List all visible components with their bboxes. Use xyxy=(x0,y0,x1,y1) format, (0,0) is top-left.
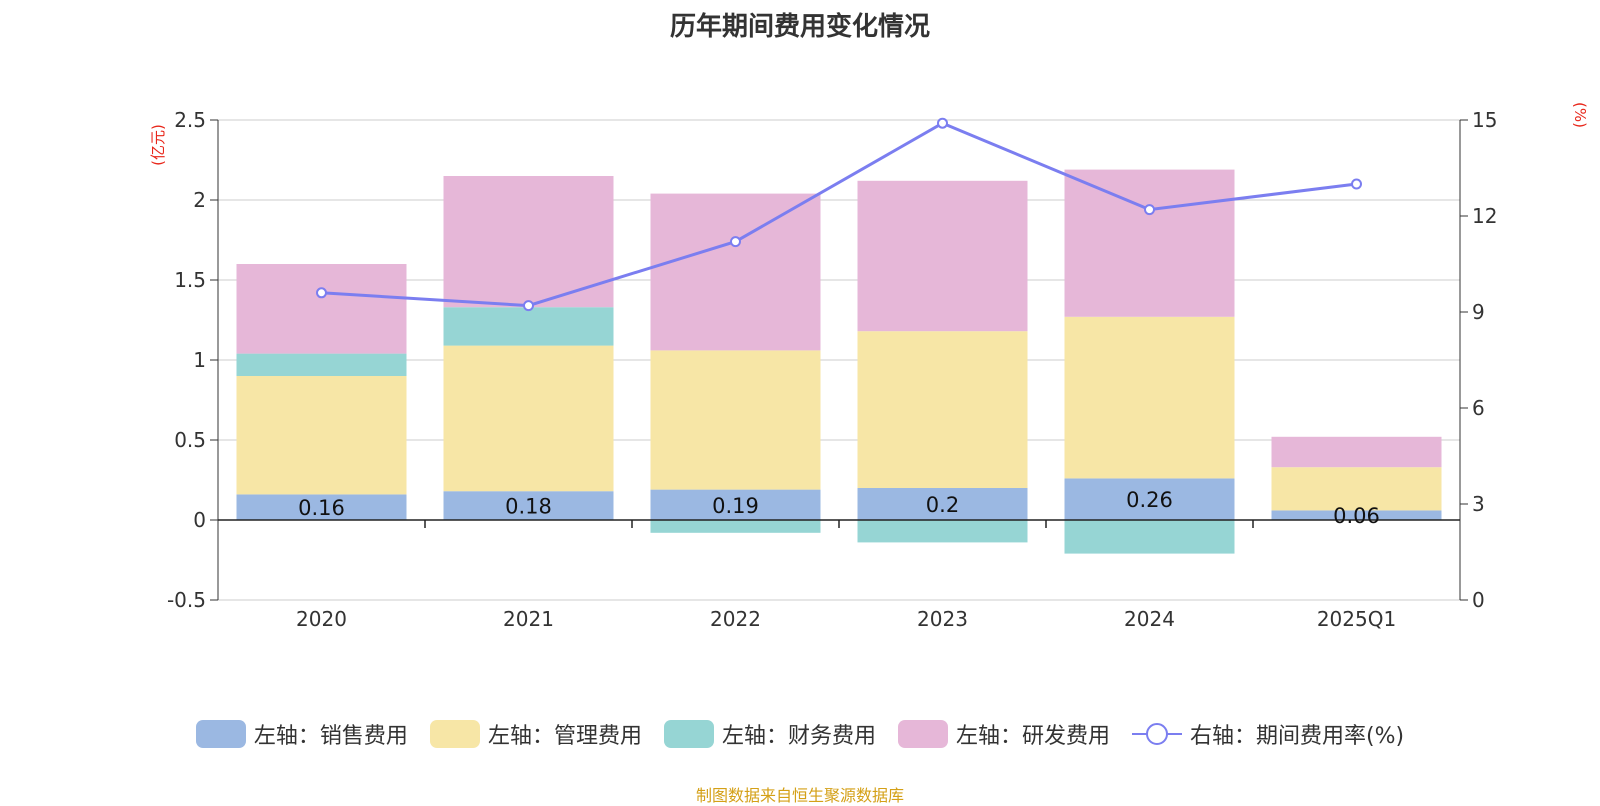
bar-segment xyxy=(857,180,1028,332)
expense-rate-point xyxy=(523,300,534,312)
bar-segment xyxy=(650,520,821,533)
left-axis-tick-label: 1.5 xyxy=(174,268,206,292)
bar-data-label: 0.16 xyxy=(298,496,345,520)
legend-label-rd: 左轴：研发费用 xyxy=(955,724,1110,749)
bar-segment xyxy=(236,353,407,376)
legend-swatch-admin xyxy=(429,720,480,748)
bar-segment xyxy=(1064,478,1235,520)
legend-swatch-rd xyxy=(897,720,948,748)
bar-data-label: 0.26 xyxy=(1126,488,1173,512)
left-axis-tick-label: 2 xyxy=(193,188,206,212)
legend-swatch-sales xyxy=(195,720,246,748)
right-axis-tick-label: 3 xyxy=(1472,492,1485,516)
bar-segment xyxy=(443,176,614,308)
left-axis-tick-label: 2.5 xyxy=(174,108,206,132)
right-axis-tick-label: 6 xyxy=(1472,396,1485,420)
bar-segment xyxy=(1064,316,1235,479)
expense-rate-point xyxy=(1351,178,1362,190)
bar-segment xyxy=(1271,436,1442,468)
right-axis-tick-label: 0 xyxy=(1472,588,1485,612)
legend-item-expense-rate[interactable]: 右轴：期间费用率(%) xyxy=(1131,718,1405,750)
expense-rate-line xyxy=(321,121,1357,308)
x-axis-tick-label: 2021 xyxy=(503,607,554,631)
chart-title: 历年期间费用变化情况 xyxy=(669,12,930,42)
bar-segment xyxy=(650,350,821,490)
right-axis-unit: (%) xyxy=(1571,102,1589,128)
x-axis-tick-label: 2025Q1 xyxy=(1317,607,1396,631)
left-axis-tick-label: 0.5 xyxy=(174,428,206,452)
x-axis-tick-label: 2020 xyxy=(296,607,347,631)
expense-rate-point xyxy=(730,236,741,248)
right-axis-tick-label: 12 xyxy=(1472,204,1497,228)
bar-segment xyxy=(1064,169,1235,317)
bar-segment xyxy=(236,494,407,520)
bar-segment xyxy=(236,264,407,354)
legend-item-rd[interactable]: 左轴：研发费用 xyxy=(897,718,1110,750)
bar-segment xyxy=(236,376,407,495)
left-axis-tick-label: 1 xyxy=(193,348,206,372)
expense-rate-point xyxy=(937,117,948,129)
expense-rate-point xyxy=(1144,204,1155,216)
legend-label-sales: 左轴：销售费用 xyxy=(253,724,408,749)
right-axis-tick-label: 9 xyxy=(1472,300,1485,324)
bar-segment xyxy=(857,331,1028,488)
left-axis-tick-label: 0 xyxy=(193,508,206,532)
right-axis-tick-label: 15 xyxy=(1472,108,1497,132)
legend-item-admin[interactable]: 左轴：管理费用 xyxy=(429,718,642,750)
legend-label-admin: 左轴：管理费用 xyxy=(487,724,642,749)
x-axis-tick-label: 2024 xyxy=(1124,607,1175,631)
left-axis-unit: (亿元) xyxy=(149,124,167,166)
bar-segment xyxy=(857,488,1028,520)
bar-segment xyxy=(443,491,614,520)
bar-segment xyxy=(650,489,821,520)
legend-label-finance: 左轴：财务费用 xyxy=(721,724,876,749)
legend-label-expense-rate: 右轴：期间费用率(%) xyxy=(1189,724,1405,749)
line-circle-icon xyxy=(1131,723,1182,745)
bar-data-label: 0.06 xyxy=(1333,504,1380,528)
x-axis-tick-label: 2023 xyxy=(917,607,968,631)
bar-data-label: 0.18 xyxy=(505,495,552,519)
bar-segment xyxy=(443,345,614,492)
legend: 左轴：销售费用 左轴：管理费用 左轴：财务费用 左轴：研发费用 右轴：期间费用率… xyxy=(0,717,1600,751)
bar-segment xyxy=(1271,467,1442,511)
source-footer: 制图数据来自恒生聚源数据库 xyxy=(695,786,904,805)
bar-data-label: 0.2 xyxy=(926,493,959,517)
bar-segment xyxy=(1271,510,1442,520)
bar-data-label: 0.19 xyxy=(712,494,759,518)
legend-swatch-finance xyxy=(663,720,714,748)
bar-segment xyxy=(650,193,821,351)
legend-item-sales[interactable]: 左轴：销售费用 xyxy=(195,718,408,750)
bar-segment xyxy=(857,520,1028,543)
left-axis-tick-label: -0.5 xyxy=(167,588,206,612)
bar-segment xyxy=(443,307,614,346)
legend-item-finance[interactable]: 左轴：财务费用 xyxy=(663,718,876,750)
expense-rate-point xyxy=(316,287,327,299)
bar-segment xyxy=(1064,520,1235,554)
x-axis-tick-label: 2022 xyxy=(710,607,761,631)
